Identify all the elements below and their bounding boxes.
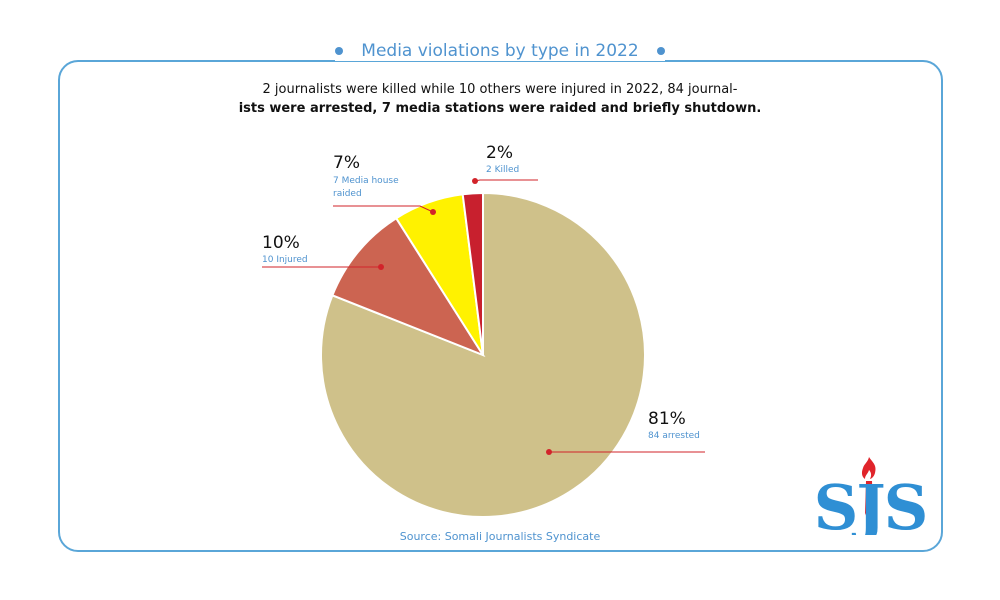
slice-percent-label: 81%	[648, 409, 686, 429]
slice-percent-label: 7%	[333, 153, 360, 173]
subtitle-line-2: ists were arrested, 7 media stations wer…	[238, 101, 762, 116]
chart-subtitle: 2 journalists were killed while 10 other…	[200, 80, 800, 118]
logo-text: SJS	[815, 471, 925, 535]
leader-line	[333, 205, 434, 213]
leader-dot	[546, 449, 552, 455]
leader-line	[474, 179, 538, 182]
leader-dot	[378, 264, 384, 270]
subtitle-line-1: 2 journalists were killed while 10 other…	[262, 82, 738, 97]
slice-category-label: 10 Injured	[262, 255, 308, 265]
leader-dot	[472, 178, 478, 184]
slice-category-label: 7 Media house	[333, 176, 399, 186]
pie-slice	[461, 191, 484, 356]
slice-category-label: 84 arrested	[648, 431, 700, 441]
slice-percent-label: 2%	[486, 143, 513, 163]
leader-dot	[430, 209, 436, 215]
pie-labels: 81% 84 arrested 10% 10 Injured 7% 7 Media hou…	[262, 143, 700, 441]
source-note: Source: Somali Journalists Syndicate	[399, 530, 601, 543]
slice-category-label: raided	[333, 189, 362, 199]
pen-flame-icon	[861, 457, 876, 523]
pie-slice	[331, 216, 486, 358]
slice-percent-label: 10%	[262, 233, 300, 253]
sjs-logo: SJS	[815, 457, 925, 535]
pie-slices	[320, 191, 646, 518]
slice-category-label: 2 Killed	[486, 165, 519, 175]
pie-leaders	[262, 178, 705, 455]
